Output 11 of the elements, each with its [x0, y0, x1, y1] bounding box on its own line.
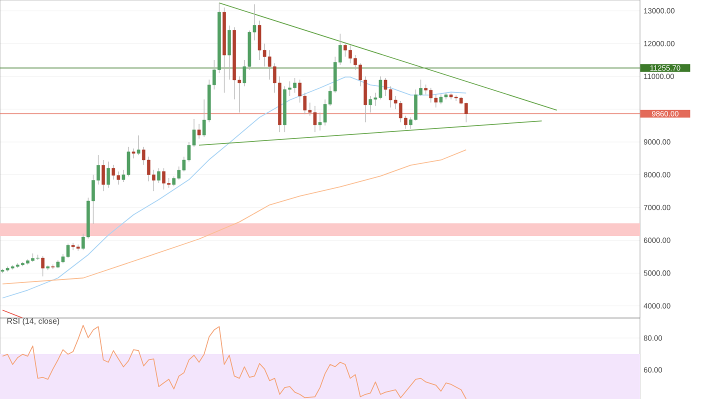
candlestick — [136, 135, 140, 156]
candlestick — [197, 124, 201, 140]
candlestick — [132, 148, 136, 159]
candlestick — [102, 160, 105, 192]
candlestick — [157, 168, 160, 184]
line-series — [2, 76, 467, 298]
line-series — [2, 149, 467, 284]
line-series — [2, 324, 467, 399]
chart-title: RSI (14, close) — [7, 318, 60, 326]
candlestick — [41, 256, 44, 277]
candlestick — [106, 161, 110, 188]
